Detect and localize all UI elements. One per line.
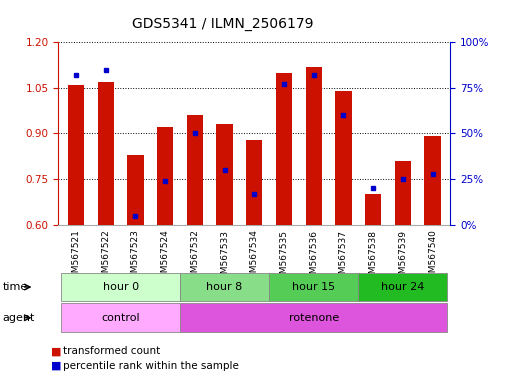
Bar bbox=[364, 194, 380, 225]
Text: transformed count: transformed count bbox=[63, 346, 160, 356]
Bar bbox=[394, 161, 410, 225]
Bar bbox=[305, 66, 321, 225]
Text: hour 8: hour 8 bbox=[206, 282, 242, 292]
Text: GDS5341 / ILMN_2506179: GDS5341 / ILMN_2506179 bbox=[132, 17, 313, 31]
Bar bbox=[424, 136, 440, 225]
Text: ■: ■ bbox=[50, 361, 61, 371]
Text: hour 24: hour 24 bbox=[380, 282, 424, 292]
Bar bbox=[157, 127, 173, 225]
Bar bbox=[334, 91, 351, 225]
Bar bbox=[127, 155, 143, 225]
Bar bbox=[186, 115, 203, 225]
Text: time: time bbox=[3, 282, 28, 292]
Text: percentile rank within the sample: percentile rank within the sample bbox=[63, 361, 239, 371]
Text: hour 15: hour 15 bbox=[291, 282, 335, 292]
Text: control: control bbox=[101, 313, 139, 323]
Text: ■: ■ bbox=[50, 346, 61, 356]
Text: hour 0: hour 0 bbox=[103, 282, 138, 292]
Bar bbox=[216, 124, 232, 225]
Bar bbox=[275, 73, 291, 225]
Text: rotenone: rotenone bbox=[288, 313, 338, 323]
Bar bbox=[97, 82, 114, 225]
Bar bbox=[245, 139, 262, 225]
Bar bbox=[68, 85, 84, 225]
Text: agent: agent bbox=[3, 313, 35, 323]
